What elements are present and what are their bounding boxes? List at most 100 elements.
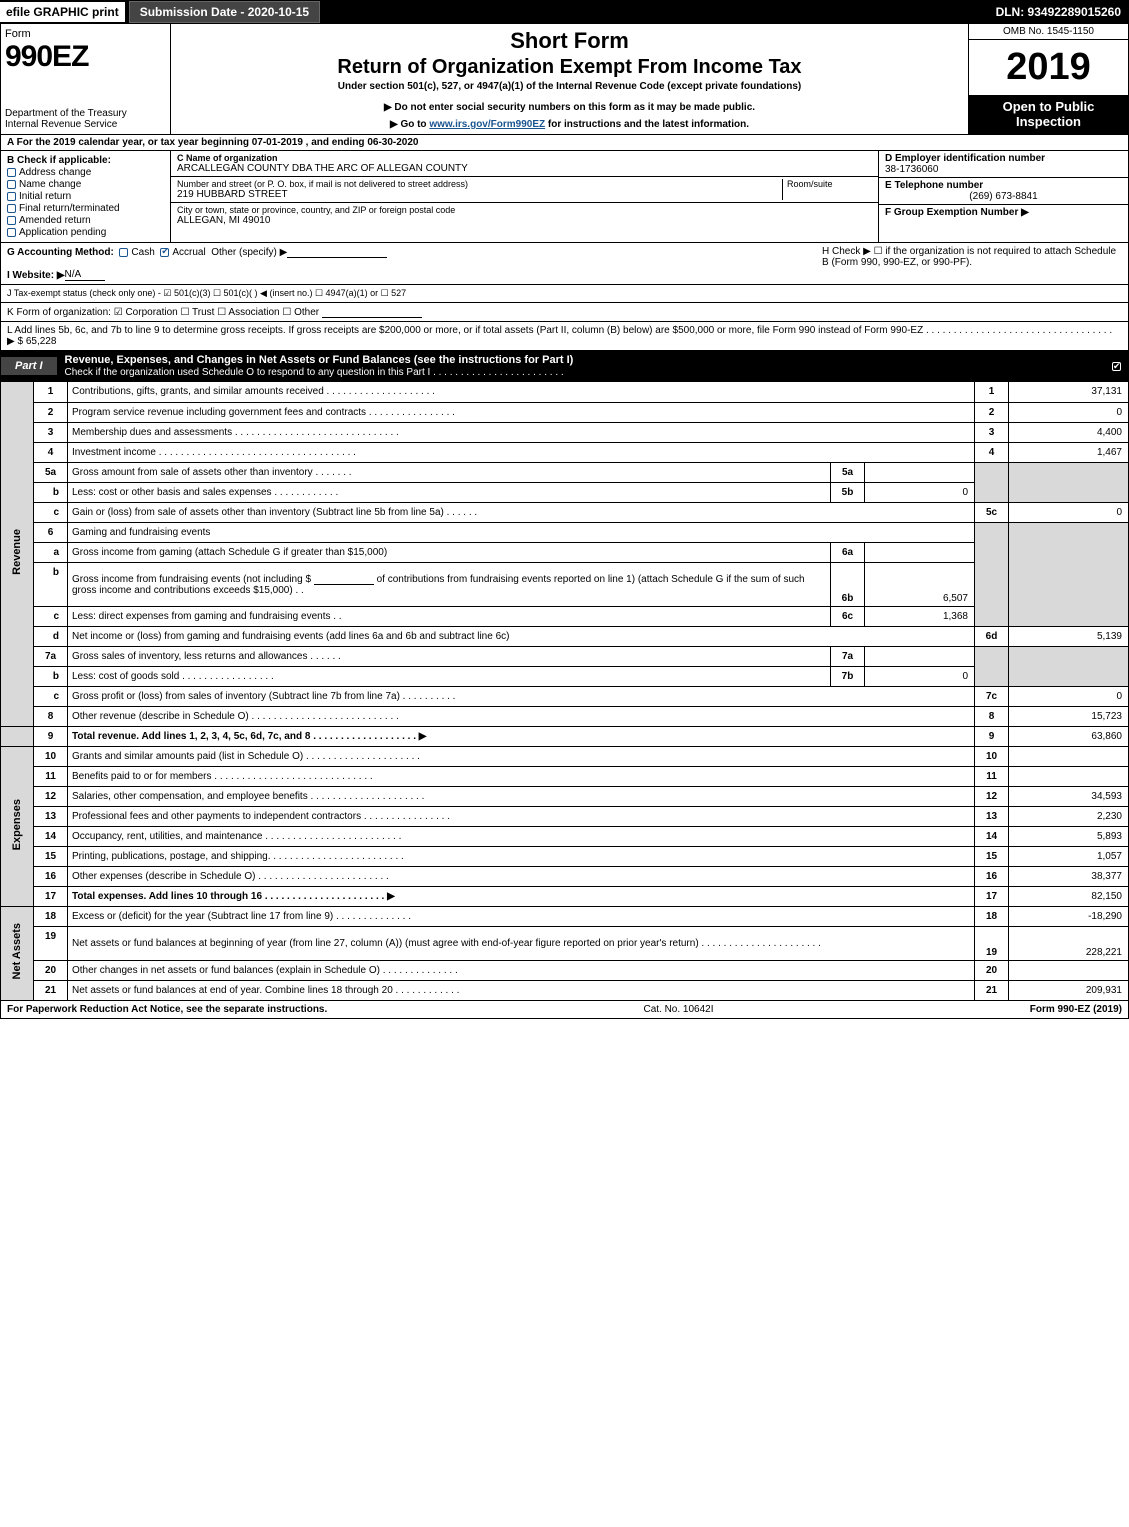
part-1-check-text: Check if the organization used Schedule … — [65, 367, 564, 378]
table-row: cGross profit or (loss) from sales of in… — [1, 686, 1129, 706]
org-name-value: ARCALLEGAN COUNTY DBA THE ARC OF ALLEGAN… — [177, 163, 872, 174]
line-text: Less: cost of goods sold . . . . . . . .… — [68, 666, 831, 686]
chk-amended-return[interactable]: Amended return — [7, 215, 164, 226]
website-label: I Website: ▶ — [7, 270, 65, 281]
shaded-cell — [975, 522, 1009, 626]
line-ref: 11 — [975, 766, 1009, 786]
line-value — [1009, 766, 1129, 786]
part-1-header: Part I Revenue, Expenses, and Changes in… — [0, 351, 1129, 382]
section-def: D Employer identification number 38-1736… — [878, 151, 1128, 242]
table-row: 13Professional fees and other payments t… — [1, 806, 1129, 826]
cash-label: Cash — [131, 247, 154, 258]
part-1-checkbox[interactable] — [1108, 360, 1128, 372]
row-k-other-input[interactable] — [322, 306, 422, 318]
irs-link[interactable]: www.irs.gov/Form990EZ — [429, 119, 545, 130]
section-b: B Check if applicable: Address change Na… — [1, 151, 171, 242]
line-text: Professional fees and other payments to … — [68, 806, 975, 826]
line-text: Total expenses. Add lines 10 through 16 … — [68, 886, 975, 906]
line-value: 5,139 — [1009, 626, 1129, 646]
row-g-h: G Accounting Method: Cash Accrual Other … — [0, 243, 1129, 285]
form-header: Form 990EZ Department of the Treasury In… — [0, 24, 1129, 135]
table-row: cLess: direct expenses from gaming and f… — [1, 606, 1129, 626]
sidebar-revenue: Revenue — [1, 382, 34, 726]
inline-num: 6b — [831, 562, 865, 606]
line-text: Other changes in net assets or fund bala… — [68, 960, 975, 980]
table-row: 15Printing, publications, postage, and s… — [1, 846, 1129, 866]
line-ref: 6d — [975, 626, 1009, 646]
line-num: 21 — [34, 980, 68, 1000]
shaded-cell — [1009, 462, 1129, 502]
chk-initial-return[interactable]: Initial return — [7, 191, 164, 202]
shaded-cell — [975, 646, 1009, 686]
chk-final-return[interactable]: Final return/terminated — [7, 203, 164, 214]
dln-label: DLN: 93492289015260 — [996, 5, 1129, 19]
room-suite-label: Room/suite — [782, 179, 872, 200]
line-value: 5,893 — [1009, 826, 1129, 846]
header-right: OMB No. 1545-1150 2019 Open to Public In… — [968, 24, 1128, 134]
table-row: 19Net assets or fund balances at beginni… — [1, 926, 1129, 960]
line-num: c — [34, 686, 68, 706]
section-b-label: B Check if applicable: — [7, 155, 164, 166]
line-text: Less: cost or other basis and sales expe… — [68, 482, 831, 502]
part-1-title-text: Revenue, Expenses, and Changes in Net As… — [65, 354, 574, 366]
inline-value: 0 — [865, 666, 975, 686]
line-num: c — [34, 606, 68, 626]
chk-accrual[interactable] — [160, 248, 169, 257]
other-specify-input[interactable] — [287, 246, 387, 258]
line-text: Program service revenue including govern… — [68, 402, 975, 422]
sidebar-expenses: Expenses — [1, 746, 34, 906]
line-value: 0 — [1009, 502, 1129, 522]
accounting-method-label: G Accounting Method: — [7, 247, 114, 258]
line-ref: 2 — [975, 402, 1009, 422]
line-ref: 12 — [975, 786, 1009, 806]
shaded-cell — [1009, 646, 1129, 686]
entity-block: B Check if applicable: Address change Na… — [0, 151, 1129, 243]
table-row: 2Program service revenue including gover… — [1, 402, 1129, 422]
submission-date-button[interactable]: Submission Date - 2020-10-15 — [129, 1, 320, 23]
line-text: Other revenue (describe in Schedule O) .… — [68, 706, 975, 726]
line-num: 8 — [34, 706, 68, 726]
chk-name-change[interactable]: Name change — [7, 179, 164, 190]
inline-value: 1,368 — [865, 606, 975, 626]
line-ref: 17 — [975, 886, 1009, 906]
table-row: 7aGross sales of inventory, less returns… — [1, 646, 1129, 666]
chk-cash[interactable] — [119, 248, 128, 257]
page-footer: For Paperwork Reduction Act Notice, see … — [0, 1001, 1129, 1019]
line-num: 4 — [34, 442, 68, 462]
table-row: 3Membership dues and assessments . . . .… — [1, 422, 1129, 442]
chk-address-change[interactable]: Address change — [7, 167, 164, 178]
accrual-label: Accrual — [172, 247, 205, 258]
contrib-amount-input[interactable] — [314, 573, 374, 585]
table-row: 9Total revenue. Add lines 1, 2, 3, 4, 5c… — [1, 726, 1129, 746]
line-value: 37,131 — [1009, 382, 1129, 402]
line-num: 19 — [34, 926, 68, 960]
line-text: Gross sales of inventory, less returns a… — [68, 646, 831, 666]
table-row: 4Investment income . . . . . . . . . . .… — [1, 442, 1129, 462]
inline-value: 0 — [865, 482, 975, 502]
phone-value: (269) 673-8841 — [885, 191, 1122, 202]
chk-application-pending[interactable]: Application pending — [7, 227, 164, 238]
line-text: Net income or (loss) from gaming and fun… — [68, 626, 975, 646]
table-row: bLess: cost of goods sold . . . . . . . … — [1, 666, 1129, 686]
line-value: 34,593 — [1009, 786, 1129, 806]
row-g: G Accounting Method: Cash Accrual Other … — [7, 246, 822, 281]
efile-suffix: print — [92, 5, 119, 19]
line-value — [1009, 960, 1129, 980]
line-value — [1009, 746, 1129, 766]
line-text: Contributions, gifts, grants, and simila… — [68, 382, 975, 402]
city-value: ALLEGAN, MI 49010 — [177, 215, 872, 226]
shaded-cell — [1009, 522, 1129, 626]
line-text: Salaries, other compensation, and employ… — [68, 786, 975, 806]
inline-num: 5b — [831, 482, 865, 502]
inline-value: 6,507 — [865, 562, 975, 606]
inline-num: 6a — [831, 542, 865, 562]
line-text: Gross amount from sale of assets other t… — [68, 462, 831, 482]
line-ref: 18 — [975, 906, 1009, 926]
line-value: 1,057 — [1009, 846, 1129, 866]
chk-name-change-label: Name change — [19, 179, 81, 190]
chk-initial-return-label: Initial return — [19, 191, 71, 202]
line-num: a — [34, 542, 68, 562]
line-text: Total revenue. Add lines 1, 2, 3, 4, 5c,… — [68, 726, 975, 746]
efile-badge: efile GRAPHIC print — [0, 2, 125, 22]
line-value: 0 — [1009, 686, 1129, 706]
